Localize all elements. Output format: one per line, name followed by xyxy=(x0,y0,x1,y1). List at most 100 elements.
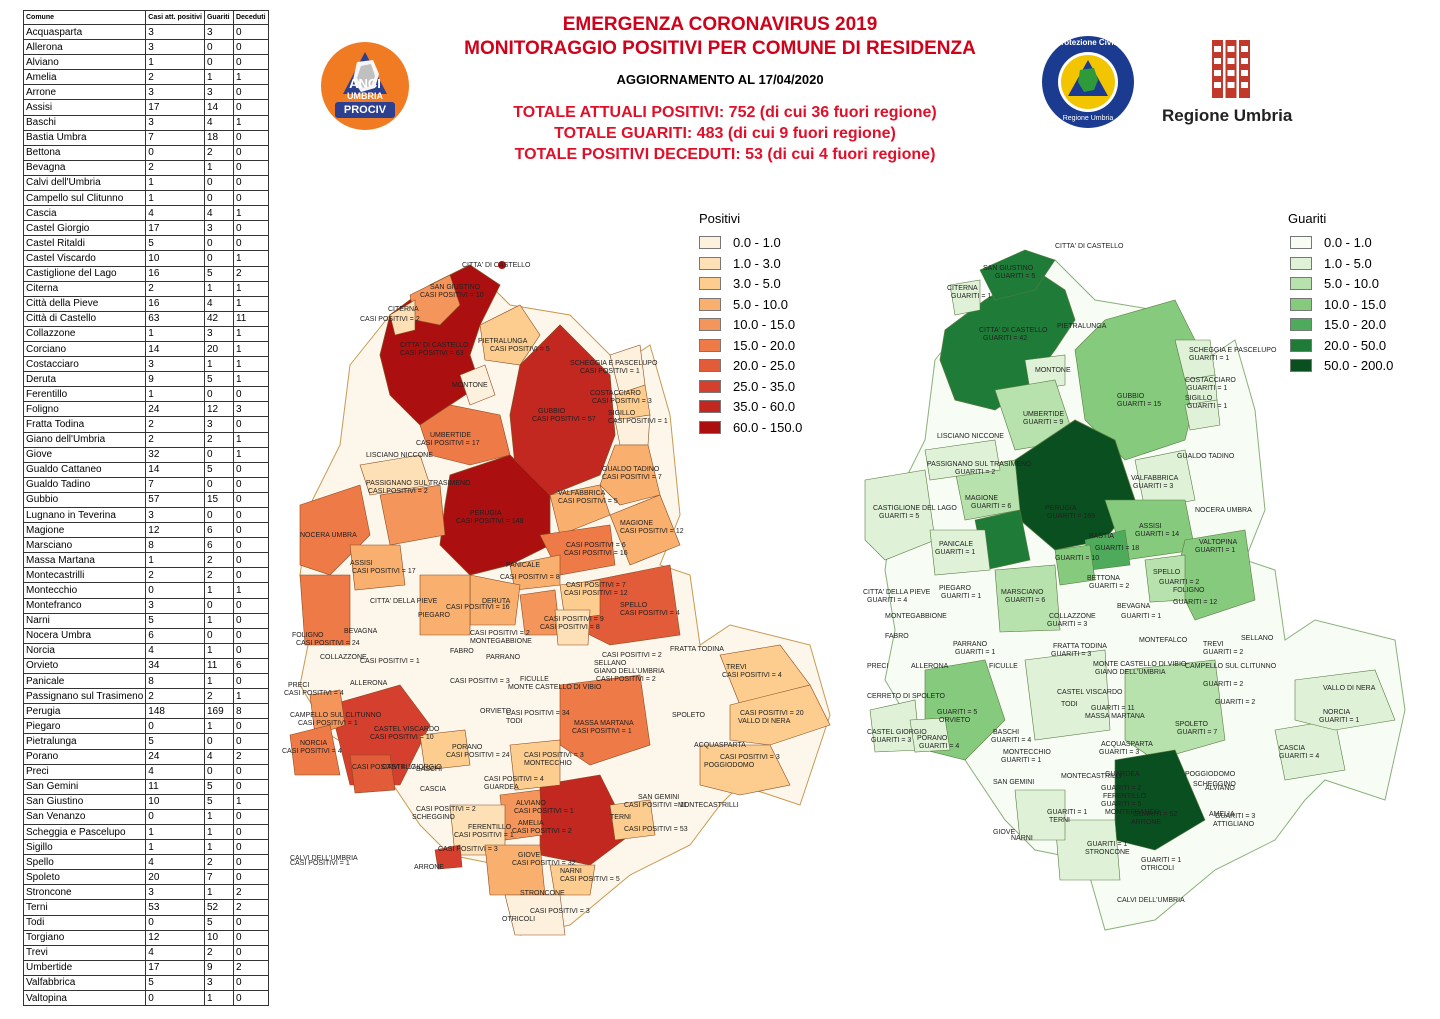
comune-cell: Magione xyxy=(22,522,147,539)
regione-umbria-ring-text: Regione Umbria xyxy=(1062,115,1114,122)
san-giustino-area xyxy=(979,249,1056,301)
map-label: NOCERA UMBRA xyxy=(300,532,357,539)
map-label: GUARDEA xyxy=(1105,771,1140,778)
deceduti-cell: 0 xyxy=(232,84,269,101)
guariti-cell: 5 xyxy=(203,265,234,282)
positivi-cell: 4 xyxy=(145,854,205,871)
map-label: NORCIA xyxy=(1323,709,1351,716)
positivi-cell: 3 xyxy=(145,884,205,901)
comune-cell: Panicale xyxy=(22,673,147,690)
comune-cell: Spoleto xyxy=(22,869,147,886)
positivi-cell: 2 xyxy=(145,159,205,176)
deceduti-cell: 11 xyxy=(232,310,269,327)
map-label: GUARITI = 1 xyxy=(951,293,991,300)
map-label: GUARITI = 5 xyxy=(1101,801,1141,808)
map-label: COSTACCIARO xyxy=(1185,377,1236,384)
comune-cell: Baschi xyxy=(22,114,147,131)
map-label: CERRETO DI SPOLETO xyxy=(867,693,945,700)
positivi-cell: 2 xyxy=(145,688,205,705)
map-label: SELLANO xyxy=(594,660,627,667)
legend-label: 35.0 - 60.0 xyxy=(733,399,796,414)
subtitle: MONITORAGGIO POSITIVI PER COMUNE DI RESI… xyxy=(464,38,976,59)
comune-cell: Porano xyxy=(22,748,147,765)
guariti-cell: 0 xyxy=(203,446,234,463)
map-label: MONTE CASTELLO DI VIBIO xyxy=(1093,661,1187,668)
positivi-cell: 2 xyxy=(145,69,205,86)
map-label: CASI POSITIVI = 2 xyxy=(596,676,656,683)
column-header: Casi att. positivi xyxy=(145,10,205,25)
map-label: CASI POSITIVI = 4 xyxy=(282,748,342,755)
gualdo-tadino-area xyxy=(599,444,661,506)
positivi-cell: 3 xyxy=(145,84,205,101)
deceduti-cell: 1 xyxy=(232,371,269,388)
citta-della-pieve-area xyxy=(299,574,351,646)
map-label: GUARITI = 1 xyxy=(1121,613,1161,620)
positivi-cell: 17 xyxy=(145,220,205,237)
map-label: CASTEL GIORGIO xyxy=(382,764,442,771)
positivi-cell: 1 xyxy=(145,190,205,207)
positivi-cell: 5 xyxy=(145,974,205,992)
map-label: CASI POSITIVI = 5 xyxy=(490,346,550,353)
table-row: Preci 4 0 0 xyxy=(22,763,269,780)
comune-cell: Citerna xyxy=(22,280,147,297)
legend-guariti-title: Guariti xyxy=(1288,211,1327,226)
table-row: Torgiano 12 10 0 xyxy=(22,929,269,946)
map-label: CASI POSITIVI = 3 xyxy=(530,908,590,915)
positivi-cell: 2 xyxy=(145,280,205,297)
nocera-umbra-area xyxy=(609,494,681,566)
table-row: Deruta 9 5 1 xyxy=(22,371,269,388)
map-label: CASI POSITIVI = 7 xyxy=(566,582,626,589)
map-label: BASCHI xyxy=(416,766,442,773)
positivi-cell: 8 xyxy=(145,537,205,554)
table-row: Gualdo Tadino 7 0 0 xyxy=(22,476,269,493)
table-row: Magione 12 6 0 xyxy=(22,522,269,539)
map-label: PANICALE xyxy=(506,562,540,569)
map-label: GUALDO TADINO xyxy=(1177,453,1235,460)
comune-cell: Montecastrilli xyxy=(22,567,147,584)
comune-cell: Lugnano in Teverina xyxy=(22,506,147,524)
protezione-civile-text: Protezione Civile xyxy=(1055,38,1121,47)
deceduti-cell: 6 xyxy=(232,657,269,675)
table-row: Città di Castello 63 42 11 xyxy=(22,310,269,327)
guariti-cell: 6 xyxy=(203,522,234,539)
map-label: ALLERONA xyxy=(911,663,949,670)
guariti-cell: 3 xyxy=(203,84,234,101)
comune-cell: Montecchio xyxy=(22,582,147,599)
passignano-area xyxy=(359,454,431,496)
table-row: Umbertide 17 9 2 xyxy=(22,959,269,976)
positivi-cell: 4 xyxy=(145,944,205,961)
guariti-cell: 3 xyxy=(203,974,234,992)
positivi-cell: 5 xyxy=(145,235,205,252)
table-row: Lugnano in Teverina 3 0 0 xyxy=(22,506,269,524)
positivi-cell: 6 xyxy=(145,627,205,644)
map-label: UMBERTIDE xyxy=(430,432,471,439)
deceduti-cell: 1 xyxy=(232,295,269,312)
sigillo-area xyxy=(1184,399,1221,431)
map-label: CASI POSITIVI = 3 xyxy=(720,754,780,761)
map-label: GIOVE xyxy=(993,829,1016,836)
map-label: SPOLETO xyxy=(1175,721,1208,728)
positivi-cell: 3 xyxy=(145,506,205,524)
legend-swatch xyxy=(699,420,721,434)
map-label: GUARITI = 2 xyxy=(1215,699,1255,706)
comune-cell: Perugia xyxy=(22,703,147,720)
map-label: MONTONE xyxy=(1035,367,1071,374)
table-row: Campello sul Clitunno 1 0 0 xyxy=(22,190,269,207)
map-label: PORANO xyxy=(452,744,483,751)
guariti-cell: 5 xyxy=(203,914,234,931)
terni-area xyxy=(539,774,631,866)
anci-umbria-prociv-logo: ANCI UMBRIA PROCIV xyxy=(321,42,409,130)
map-label: CASI POSITIVI = 12 xyxy=(564,590,628,597)
positivi-cell: 0 xyxy=(145,808,205,825)
deceduti-cell: 0 xyxy=(232,839,269,856)
positivi-cell: 12 xyxy=(145,929,205,946)
guariti-cell: 0 xyxy=(203,174,234,192)
map-label: GUARITI = 9 xyxy=(1023,419,1063,426)
guariti-cell: 5 xyxy=(203,371,234,388)
table-header-row: Comune Casi att. positivi Guariti Decedu… xyxy=(22,10,269,25)
map-label: PIETRALUNGA xyxy=(478,338,528,345)
guariti-cell: 0 xyxy=(203,190,234,207)
guariti-cell: 0 xyxy=(203,597,234,614)
map-label: PIEGARO xyxy=(418,612,450,619)
